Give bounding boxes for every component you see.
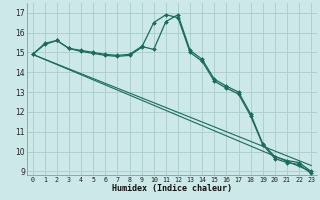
X-axis label: Humidex (Indice chaleur): Humidex (Indice chaleur) — [112, 184, 232, 193]
